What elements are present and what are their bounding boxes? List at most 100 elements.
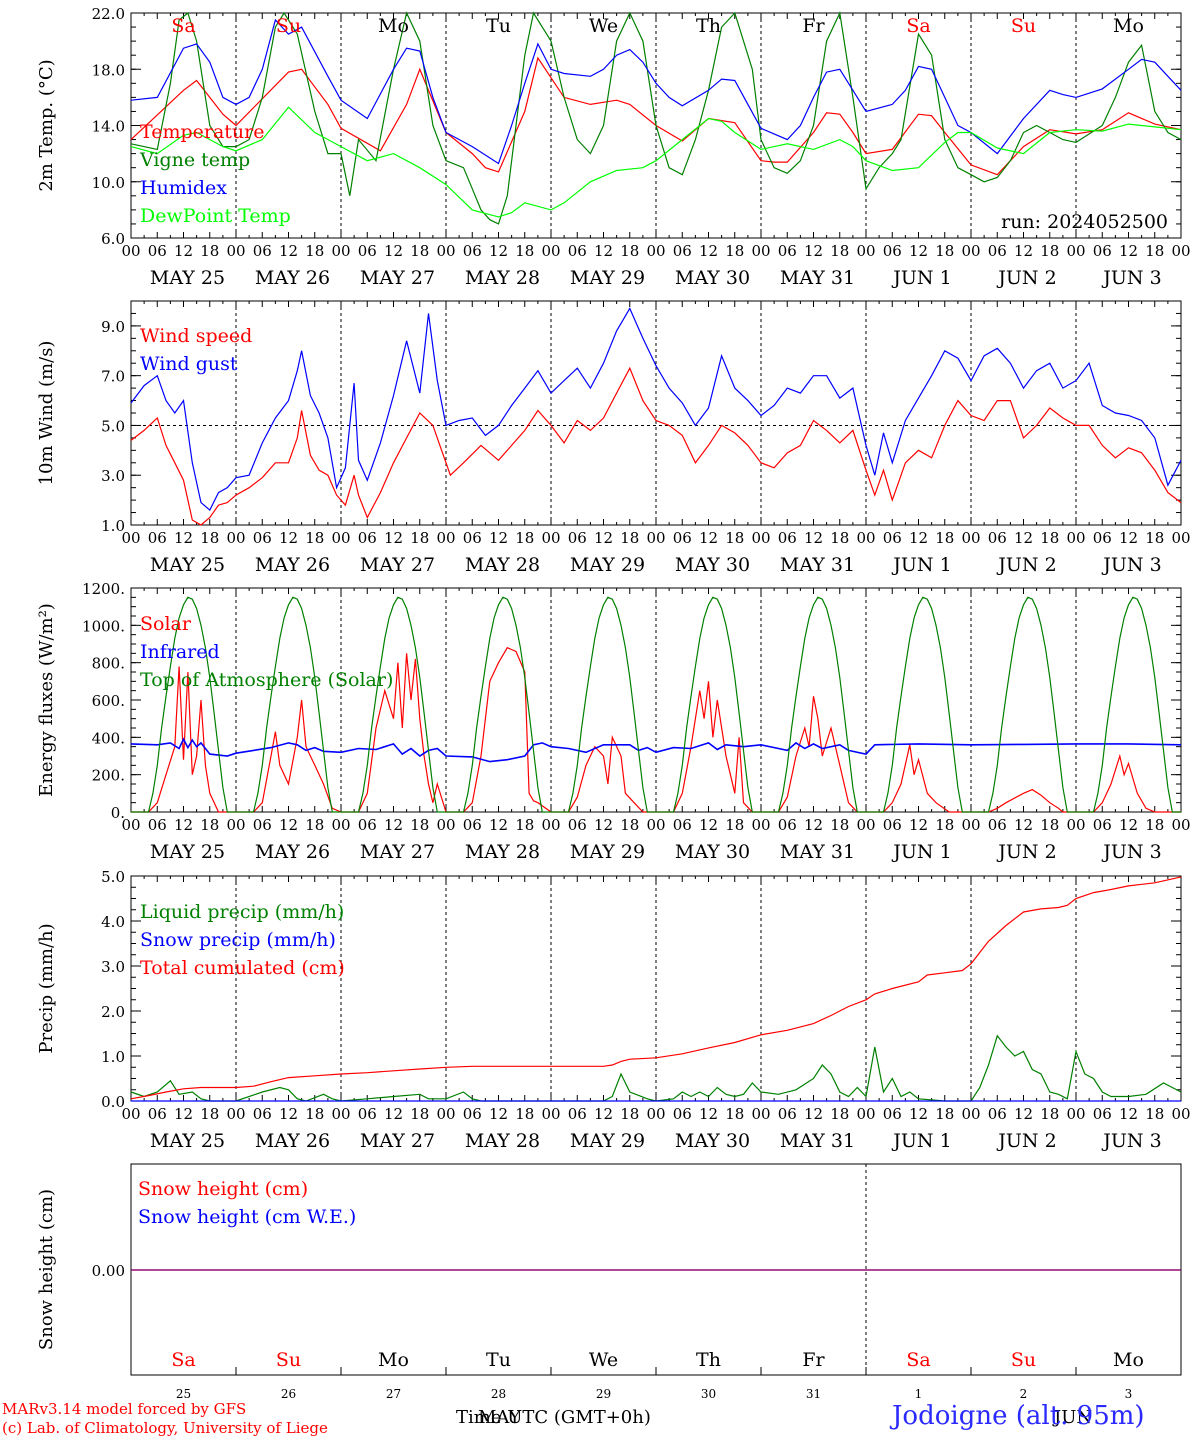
hour-tick-label: 00: [541, 529, 560, 547]
day-label: JUN 2: [996, 267, 1056, 289]
panel-5: 0.00 Sa 25 Su 26 Mo 27 Tu 28 We 29 Th 30 Fr 31 Sa 1 Su 2 Mo…: [36, 1163, 1182, 1401]
legend-entry: Total cumulated (cm): [140, 957, 345, 979]
hour-tick-label: 18: [305, 1105, 324, 1123]
y-tick-label: 4.0: [101, 913, 125, 931]
legend-entry: Solar: [140, 613, 192, 635]
hour-tick-label: 06: [673, 816, 692, 834]
weekday-label: Sa: [171, 1349, 195, 1371]
hour-tick-label: 06: [463, 529, 482, 547]
day-label: MAY 28: [465, 554, 540, 576]
y-tick-label: 0.0: [101, 1093, 125, 1111]
hour-tick-label: 06: [1093, 816, 1112, 834]
hour-tick-label: 00: [436, 816, 455, 834]
hour-tick-label: 00: [646, 1105, 665, 1123]
hour-tick-label: 12: [1119, 242, 1138, 260]
hour-tick-label: 00: [751, 529, 770, 547]
day-label: MAY 31: [780, 267, 855, 289]
hour-tick-label: 12: [594, 1105, 613, 1123]
panel-1: 00 06 12 18 00 06 12 18 00 06 12 18 00 06 12 18 00 06 12 18…: [36, 5, 1191, 289]
hour-tick-label: 06: [148, 1105, 167, 1123]
day-label: MAY 26: [255, 1130, 330, 1152]
series-line-total-cumulated-cm-: [130, 876, 1182, 1100]
y-tick-label: 0.: [111, 804, 125, 822]
day-label: MAY 28: [465, 267, 540, 289]
day-label: MAY 27: [360, 554, 435, 576]
hour-tick-label: 00: [856, 1105, 875, 1123]
credit-line-1: MARv3.14 model forced by GFS: [2, 1400, 247, 1418]
weekday-label: Th: [696, 1349, 721, 1371]
hour-tick-label: 00: [436, 242, 455, 260]
hour-tick-label: 00: [646, 242, 665, 260]
y-axis-label: 10m Wind (m/s): [36, 341, 57, 486]
hour-tick-label: 12: [174, 1105, 193, 1123]
y-tick-label: 1000.: [82, 617, 125, 635]
hour-tick-label: 00: [541, 816, 560, 834]
hour-tick-label: 06: [253, 242, 272, 260]
day-number-label: 2: [1020, 1387, 1028, 1401]
hour-tick-label: 18: [935, 816, 954, 834]
day-label: JUN 1: [891, 841, 951, 863]
series-line-solar: [131, 646, 1181, 813]
hour-tick-label: 00: [541, 242, 560, 260]
day-number-label: 26: [281, 1387, 296, 1401]
hour-tick-label: 18: [200, 1105, 219, 1123]
hour-tick-label: 06: [883, 816, 902, 834]
day-label: JUN 1: [891, 1130, 951, 1152]
hour-tick-label: 06: [358, 816, 377, 834]
y-tick-label: 600.: [92, 692, 125, 710]
hour-tick-label: 06: [568, 529, 587, 547]
day-label: MAY 27: [360, 1130, 435, 1152]
hour-tick-label: 00: [1171, 242, 1190, 260]
series-line-wind-gust: [130, 307, 1182, 512]
day-label: JUN 2: [996, 554, 1056, 576]
hour-tick-label: 18: [410, 529, 429, 547]
day-label: MAY 29: [570, 841, 645, 863]
hour-tick-label: 00: [856, 816, 875, 834]
day-number-label: 25: [176, 1387, 191, 1401]
hour-tick-label: 18: [1145, 1105, 1164, 1123]
hour-tick-label: 00: [646, 529, 665, 547]
hour-tick-label: 18: [200, 242, 219, 260]
y-tick-label: 9.0: [101, 318, 125, 336]
day-label: JUN 3: [1101, 267, 1161, 289]
hour-tick-label: 00: [1171, 529, 1190, 547]
hour-tick-label: 00: [1066, 529, 1085, 547]
weekday-label: Su: [1011, 15, 1036, 37]
hour-tick-label: 12: [384, 242, 403, 260]
hour-tick-label: 18: [830, 816, 849, 834]
weekday-label: Sa: [171, 15, 195, 37]
hour-tick-label: 06: [673, 242, 692, 260]
y-tick-label: 200.: [92, 767, 125, 785]
hour-tick-label: 06: [778, 529, 797, 547]
hour-tick-label: 00: [961, 242, 980, 260]
hour-tick-label: 06: [673, 529, 692, 547]
hour-tick-label: 18: [1040, 1105, 1059, 1123]
hour-tick-label: 06: [253, 816, 272, 834]
hour-tick-label: 18: [305, 816, 324, 834]
hour-tick-label: 12: [699, 1105, 718, 1123]
hour-tick-label: 06: [1093, 242, 1112, 260]
hour-tick-label: 18: [305, 529, 324, 547]
hour-tick-label: 18: [935, 529, 954, 547]
series-line-humidex: [130, 18, 1182, 165]
series-line-infrared: [130, 737, 1182, 763]
day-label: MAY 29: [570, 267, 645, 289]
hour-tick-label: 18: [1145, 529, 1164, 547]
day-label: MAY 27: [360, 267, 435, 289]
hour-tick-label: 12: [489, 1105, 508, 1123]
hour-tick-label: 12: [174, 816, 193, 834]
day-label: MAY 25: [150, 554, 225, 576]
hour-tick-label: 00: [1066, 242, 1085, 260]
series-line-liquid-precip-mm-h-: [130, 1034, 1182, 1102]
legend-entry: Liquid precip (mm/h): [140, 901, 344, 923]
weekday-label: Sa: [906, 15, 930, 37]
hour-tick-label: 00: [226, 816, 245, 834]
hour-tick-label: 12: [909, 1105, 928, 1123]
y-tick-label: 5.0: [101, 417, 125, 435]
y-tick-label: 5.0: [101, 868, 125, 886]
weekday-label: Mo: [378, 15, 409, 37]
hour-tick-label: 18: [1145, 242, 1164, 260]
legend-entry: Snow height (cm W.E.): [138, 1206, 356, 1228]
y-tick-label: 6.0: [101, 230, 125, 248]
hour-tick-label: 12: [384, 1105, 403, 1123]
